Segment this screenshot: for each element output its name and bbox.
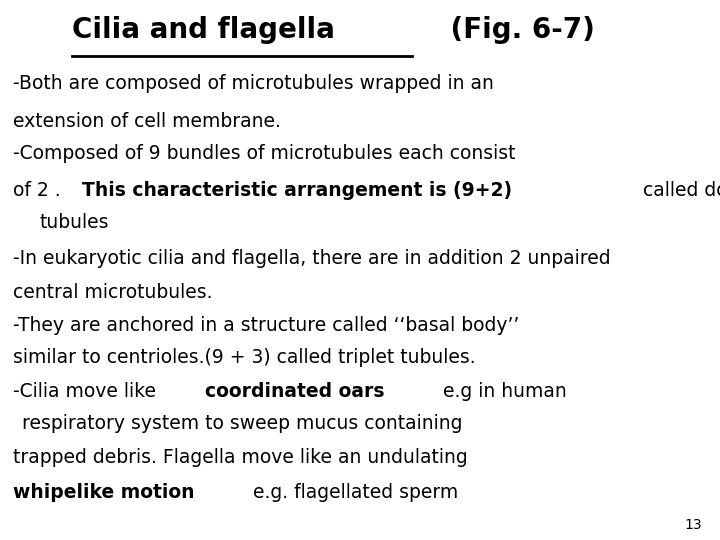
Text: tubules: tubules [40, 213, 109, 232]
Text: central microtubules.: central microtubules. [13, 283, 212, 302]
Text: e.g in human: e.g in human [437, 382, 567, 401]
Text: extension of cell membrane.: extension of cell membrane. [13, 112, 281, 131]
Text: (Fig. 6-7): (Fig. 6-7) [412, 16, 595, 44]
Text: e.g. flagellated sperm: e.g. flagellated sperm [247, 483, 459, 502]
Text: respiratory system to sweep mucus containing: respiratory system to sweep mucus contai… [22, 414, 462, 434]
Text: 13: 13 [685, 518, 702, 532]
Text: coordinated oars: coordinated oars [205, 382, 384, 401]
Text: called doublet: called doublet [637, 180, 720, 200]
Text: -Cilia move like: -Cilia move like [13, 382, 162, 401]
Text: Cilia and flagella: Cilia and flagella [73, 16, 336, 44]
Text: of 2 .: of 2 . [13, 180, 66, 200]
Text: whipelike motion: whipelike motion [13, 483, 194, 502]
Text: similar to centrioles.(9 + 3) called triplet tubules.: similar to centrioles.(9 + 3) called tri… [13, 348, 476, 367]
Text: This characteristic arrangement is (9+2): This characteristic arrangement is (9+2) [82, 180, 512, 200]
Text: -In eukaryotic cilia and flagella, there are in addition 2 unpaired: -In eukaryotic cilia and flagella, there… [13, 248, 611, 268]
Text: -They are anchored in a structure called ‘‘basal body’’: -They are anchored in a structure called… [13, 315, 519, 335]
Text: trapped debris. Flagella move like an undulating: trapped debris. Flagella move like an un… [13, 448, 468, 468]
Text: -Composed of 9 bundles of microtubules each consist: -Composed of 9 bundles of microtubules e… [13, 144, 516, 164]
Text: -Both are composed of microtubules wrapped in an: -Both are composed of microtubules wrapp… [13, 74, 494, 93]
